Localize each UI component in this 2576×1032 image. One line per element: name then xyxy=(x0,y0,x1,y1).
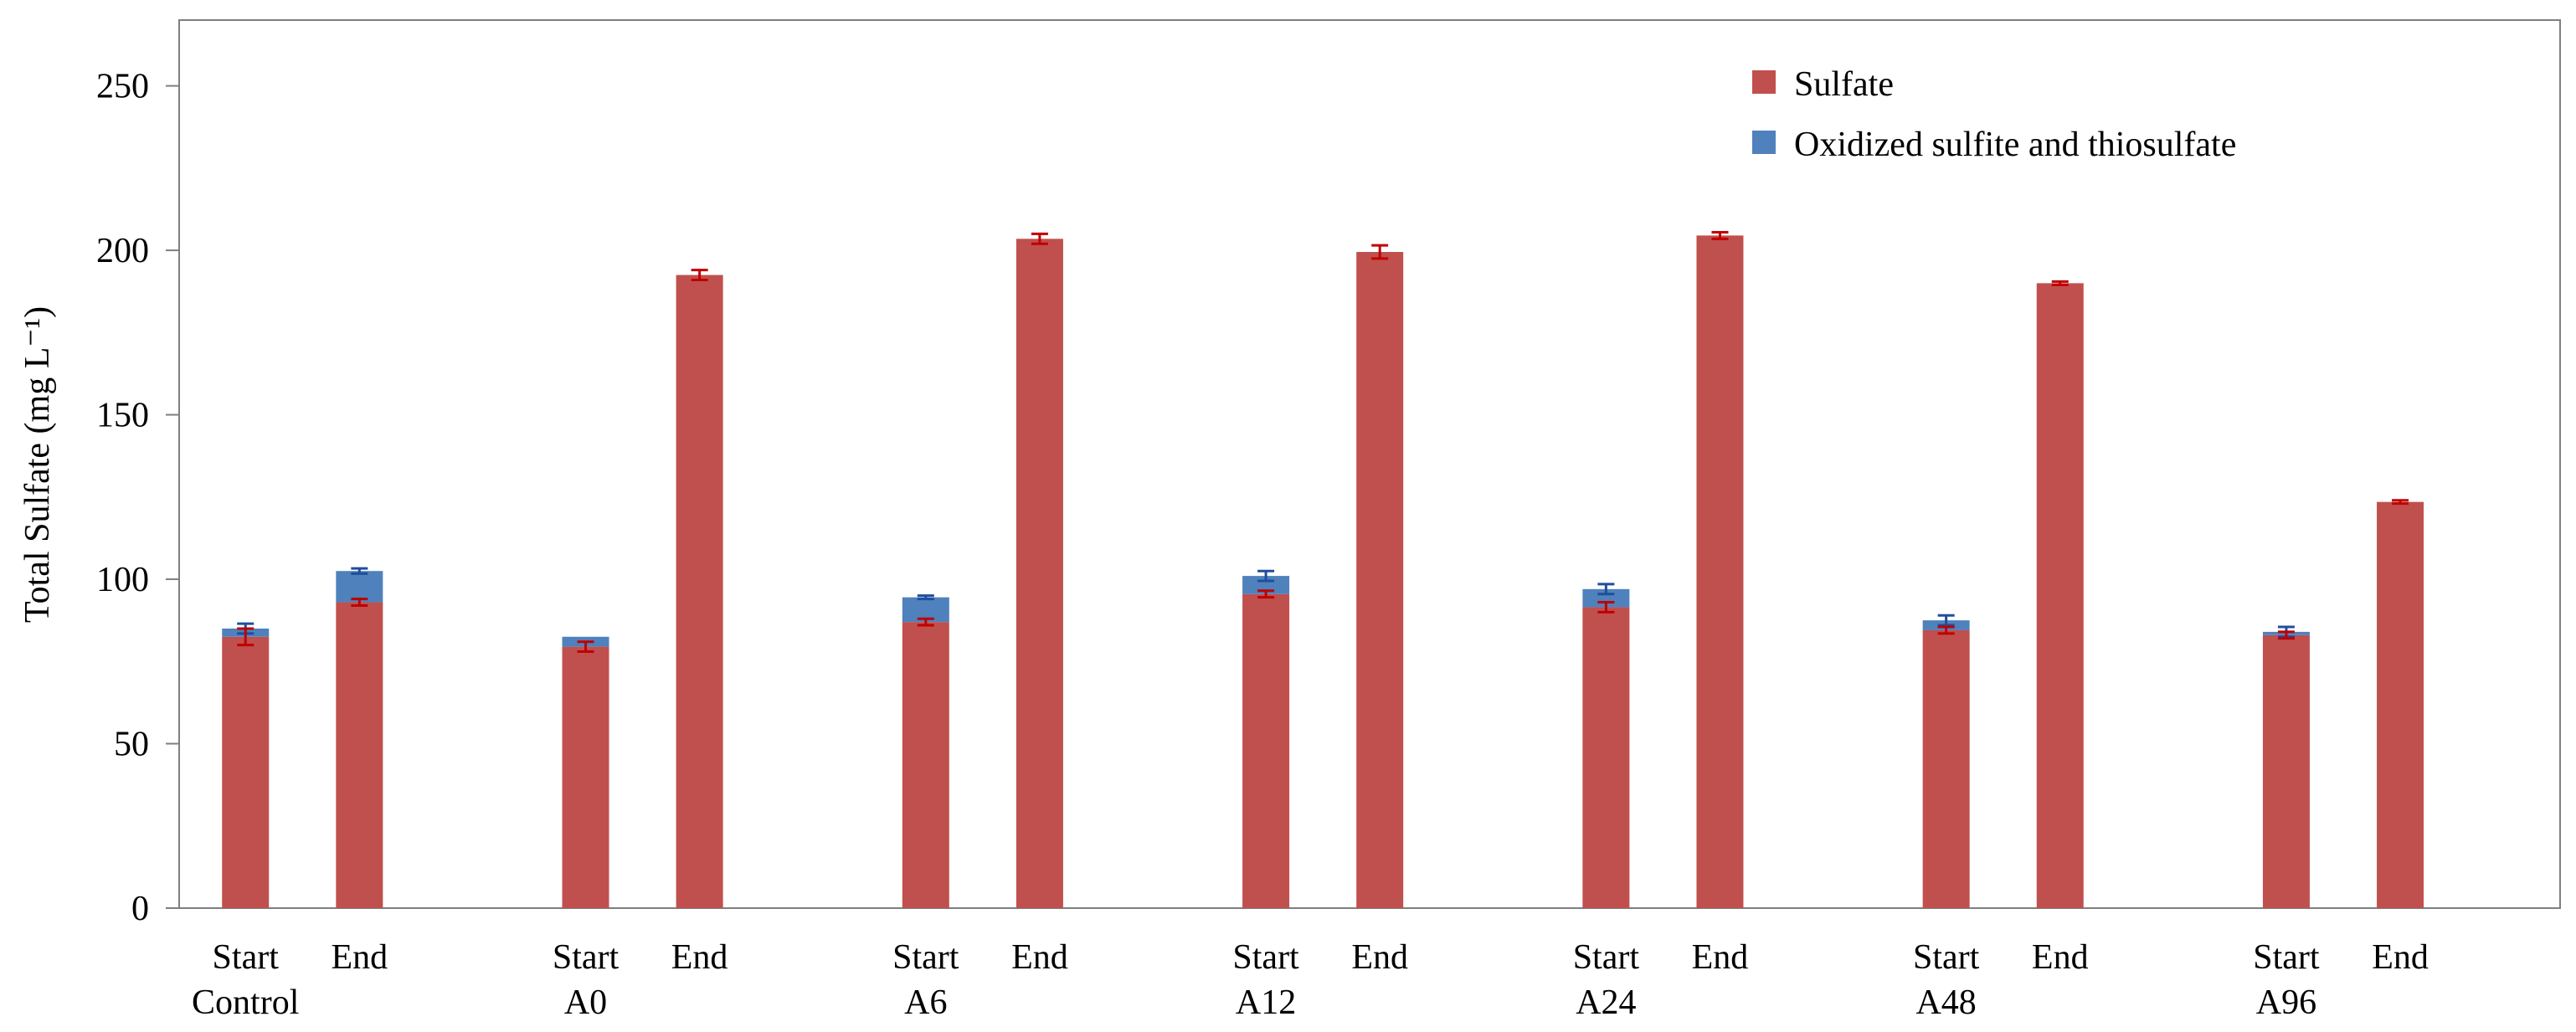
bar-oxidized xyxy=(1242,576,1290,594)
bar-sulfate xyxy=(2036,283,2084,908)
y-axis-label: Total Sulfate (mg L⁻¹) xyxy=(18,306,57,623)
y-tick-label: 250 xyxy=(96,68,149,106)
bar-sulfate xyxy=(676,275,723,909)
bar-sulfate xyxy=(222,636,270,908)
x-group-label: A6 xyxy=(904,983,947,1022)
x-tick-label: Start xyxy=(213,938,280,977)
bar-sulfate xyxy=(1922,629,1970,908)
x-tick-label: End xyxy=(1692,938,1749,977)
x-tick-label: Start xyxy=(1913,938,1980,977)
y-tick-label: 50 xyxy=(114,726,149,764)
x-group-label: A12 xyxy=(1236,983,1296,1022)
y-tick-label: 0 xyxy=(131,890,149,928)
x-tick-label: End xyxy=(332,938,388,977)
bar-sulfate xyxy=(1242,593,1290,908)
y-tick-label: 200 xyxy=(96,232,149,270)
legend-swatch-oxidized xyxy=(1752,131,1776,154)
x-tick-label: End xyxy=(671,938,728,977)
bar-sulfate xyxy=(336,602,383,908)
x-tick-label: Start xyxy=(892,938,959,977)
x-tick-label: End xyxy=(1351,938,1408,977)
error-bars xyxy=(237,230,2409,653)
bar-sulfate xyxy=(1015,239,1063,908)
x-tick-label: Start xyxy=(1232,938,1299,977)
y-tick-label: 100 xyxy=(96,561,149,599)
bar-sulfate xyxy=(902,622,949,908)
y-axis: 0 50 100 150 200 250 xyxy=(96,68,179,928)
x-tick-label: End xyxy=(1011,938,1068,977)
x-group-label: A48 xyxy=(1915,983,1976,1022)
bar-sulfate xyxy=(2262,634,2310,908)
y-tick-label: 150 xyxy=(96,397,149,435)
bar-sulfate xyxy=(1696,235,1744,908)
x-group-label: A0 xyxy=(564,983,607,1022)
legend-label-oxidized: Oxidized sulfite and thiosulfate xyxy=(1794,126,2236,164)
x-group-label: A24 xyxy=(1576,983,1636,1022)
x-tick-label: End xyxy=(2372,938,2429,977)
legend: Sulfate Oxidized sulfite and thiosulfate xyxy=(1752,65,2236,164)
legend-swatch-sulfate xyxy=(1752,70,1776,94)
bar-oxidized xyxy=(336,571,383,603)
legend-label-sulfate: Sulfate xyxy=(1794,65,1894,104)
bar-sulfate xyxy=(2377,501,2424,908)
x-tick-label: Start xyxy=(2253,938,2320,977)
bar-sulfate xyxy=(1582,607,1630,908)
x-axis: Start End Control Start End A0 Start End A6 Start… xyxy=(192,938,2429,1022)
x-group-label: A96 xyxy=(2256,983,2316,1022)
bar-sulfate xyxy=(562,646,609,908)
x-tick-label: Start xyxy=(553,938,620,977)
bar-oxidized xyxy=(1582,588,1630,608)
x-tick-label: End xyxy=(2032,938,2089,977)
x-group-label: Control xyxy=(192,983,299,1022)
x-tick-label: Start xyxy=(1573,938,1640,977)
bar-sulfate xyxy=(1356,252,1404,908)
